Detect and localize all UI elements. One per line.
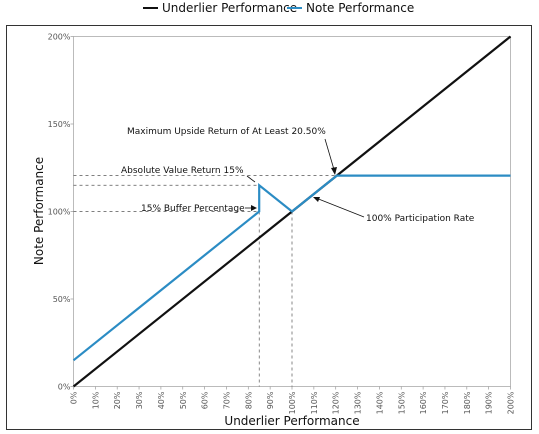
x-axis-title: Underlier Performance	[224, 414, 359, 428]
x-tick-label: 130%	[354, 391, 363, 414]
x-tick-label: 30%	[135, 391, 144, 409]
annotation-max-upside-arrowhead	[331, 167, 337, 175]
x-tick-label: 180%	[463, 391, 472, 414]
annotation-participation: 100% Participation Rate	[366, 214, 475, 224]
series-group	[72, 35, 512, 388]
x-tick-label: 170%	[441, 391, 450, 414]
y-tick-label: 150%	[48, 120, 71, 129]
x-tick-label: 190%	[485, 391, 494, 414]
reference-lines	[73, 175, 337, 387]
x-tick-label: 40%	[157, 391, 166, 409]
y-tick-label: 100%	[48, 208, 71, 217]
x-tick-label: 20%	[113, 391, 122, 409]
annotation-max-upside: Maximum Upside Return of At Least 20.50%	[127, 127, 326, 137]
x-tick-label: 60%	[201, 391, 210, 409]
annotation-buffer-arrowhead	[251, 205, 257, 211]
annotation-absolute-value-arrow	[246, 175, 256, 183]
annotation-absolute-value: Absolute Value Return 15%	[121, 166, 244, 176]
annotation-max-upside-arrow	[324, 138, 336, 174]
x-tick-label: 120%	[332, 391, 341, 414]
x-tick-label: 110%	[310, 391, 319, 414]
x-tick-label: 70%	[222, 391, 231, 409]
annotations: Maximum Upside Return of At Least 20.50%…	[121, 127, 475, 224]
series-line-note	[72, 174, 511, 362]
annotation-participation-arrow	[315, 197, 365, 218]
x-tick-label: 150%	[397, 391, 406, 414]
legend-label-underlier: Underlier Performance	[162, 1, 297, 15]
y-tick-label: 200%	[48, 33, 71, 42]
annotation-participation-arrowhead	[313, 197, 320, 202]
y-tick-label: 0%	[58, 383, 71, 392]
x-tick-label: 0%	[70, 391, 79, 404]
x-tick-label: 200%	[507, 391, 516, 414]
y-axis-ticks: 0% 50% 100% 150% 200%	[48, 33, 74, 392]
x-tick-label: 80%	[244, 391, 253, 409]
x-tick-label: 100%	[288, 391, 297, 414]
x-axis-ticks: 0% 10% 20% 30% 40% 50% 60% 70% 80% 90% 100% 110% 120…	[70, 386, 516, 414]
legend-label-note: Note Performance	[306, 1, 414, 15]
x-tick-label: 10%	[91, 391, 100, 409]
annotation-buffer: 15% Buffer Percentage	[141, 204, 245, 214]
legend: Underlier Performance Note Performance	[143, 1, 414, 15]
x-tick-label: 140%	[375, 391, 384, 414]
x-tick-label: 160%	[419, 391, 428, 414]
y-axis-title: Note Performance	[32, 157, 46, 265]
y-tick-label: 50%	[53, 295, 71, 304]
x-tick-label: 50%	[179, 391, 188, 409]
chart-frame	[6, 25, 532, 430]
x-tick-label: 90%	[266, 391, 275, 409]
